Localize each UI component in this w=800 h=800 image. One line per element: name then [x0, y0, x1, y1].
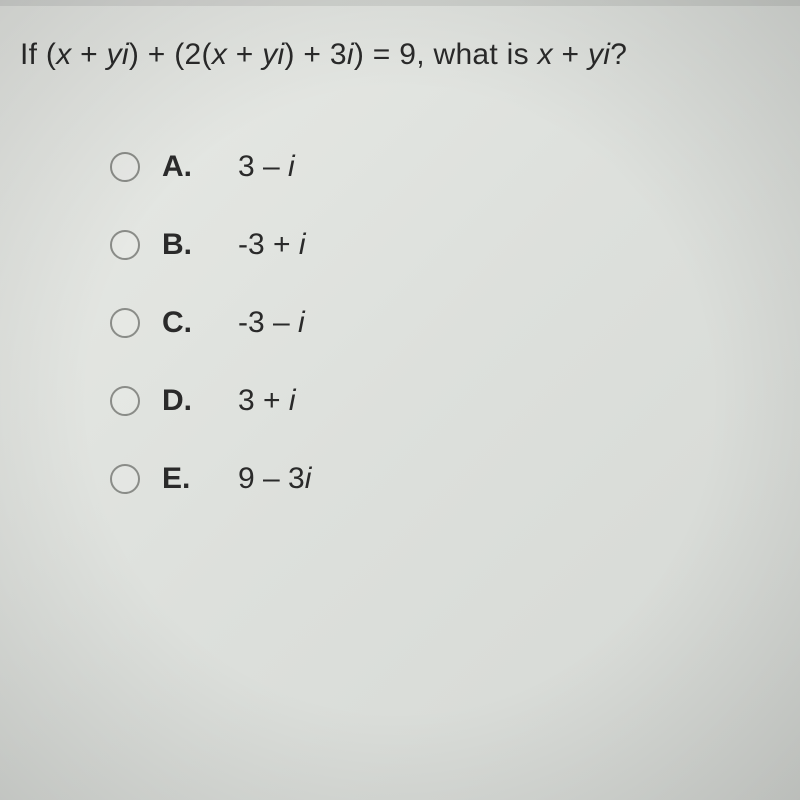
- option-letter: A.: [162, 150, 210, 184]
- option-answer: 9 – 3i: [238, 462, 311, 496]
- option-c[interactable]: C. -3 – i: [110, 306, 780, 340]
- radio-icon[interactable]: [110, 386, 140, 416]
- option-a[interactable]: A. 3 – i: [110, 150, 780, 184]
- option-answer: 3 – i: [238, 150, 295, 184]
- option-d[interactable]: D. 3 + i: [110, 384, 780, 418]
- top-divider: [0, 0, 800, 6]
- option-letter: B.: [162, 228, 210, 262]
- options-list: A. 3 – i B. -3 + i C. -3 – i D. 3 + i E. 9 – 3i: [20, 150, 780, 496]
- question-block: If (x + yi) + (2(x + yi) + 3i) = 9, what…: [0, 0, 800, 560]
- radio-icon[interactable]: [110, 464, 140, 494]
- option-letter: E.: [162, 462, 210, 496]
- option-letter: C.: [162, 306, 210, 340]
- question-text: If (x + yi) + (2(x + yi) + 3i) = 9, what…: [20, 38, 780, 72]
- radio-icon[interactable]: [110, 152, 140, 182]
- radio-icon[interactable]: [110, 230, 140, 260]
- option-b[interactable]: B. -3 + i: [110, 228, 780, 262]
- radio-icon[interactable]: [110, 308, 140, 338]
- option-e[interactable]: E. 9 – 3i: [110, 462, 780, 496]
- option-answer: -3 + i: [238, 228, 306, 262]
- option-letter: D.: [162, 384, 210, 418]
- option-answer: -3 – i: [238, 306, 305, 340]
- option-answer: 3 + i: [238, 384, 296, 418]
